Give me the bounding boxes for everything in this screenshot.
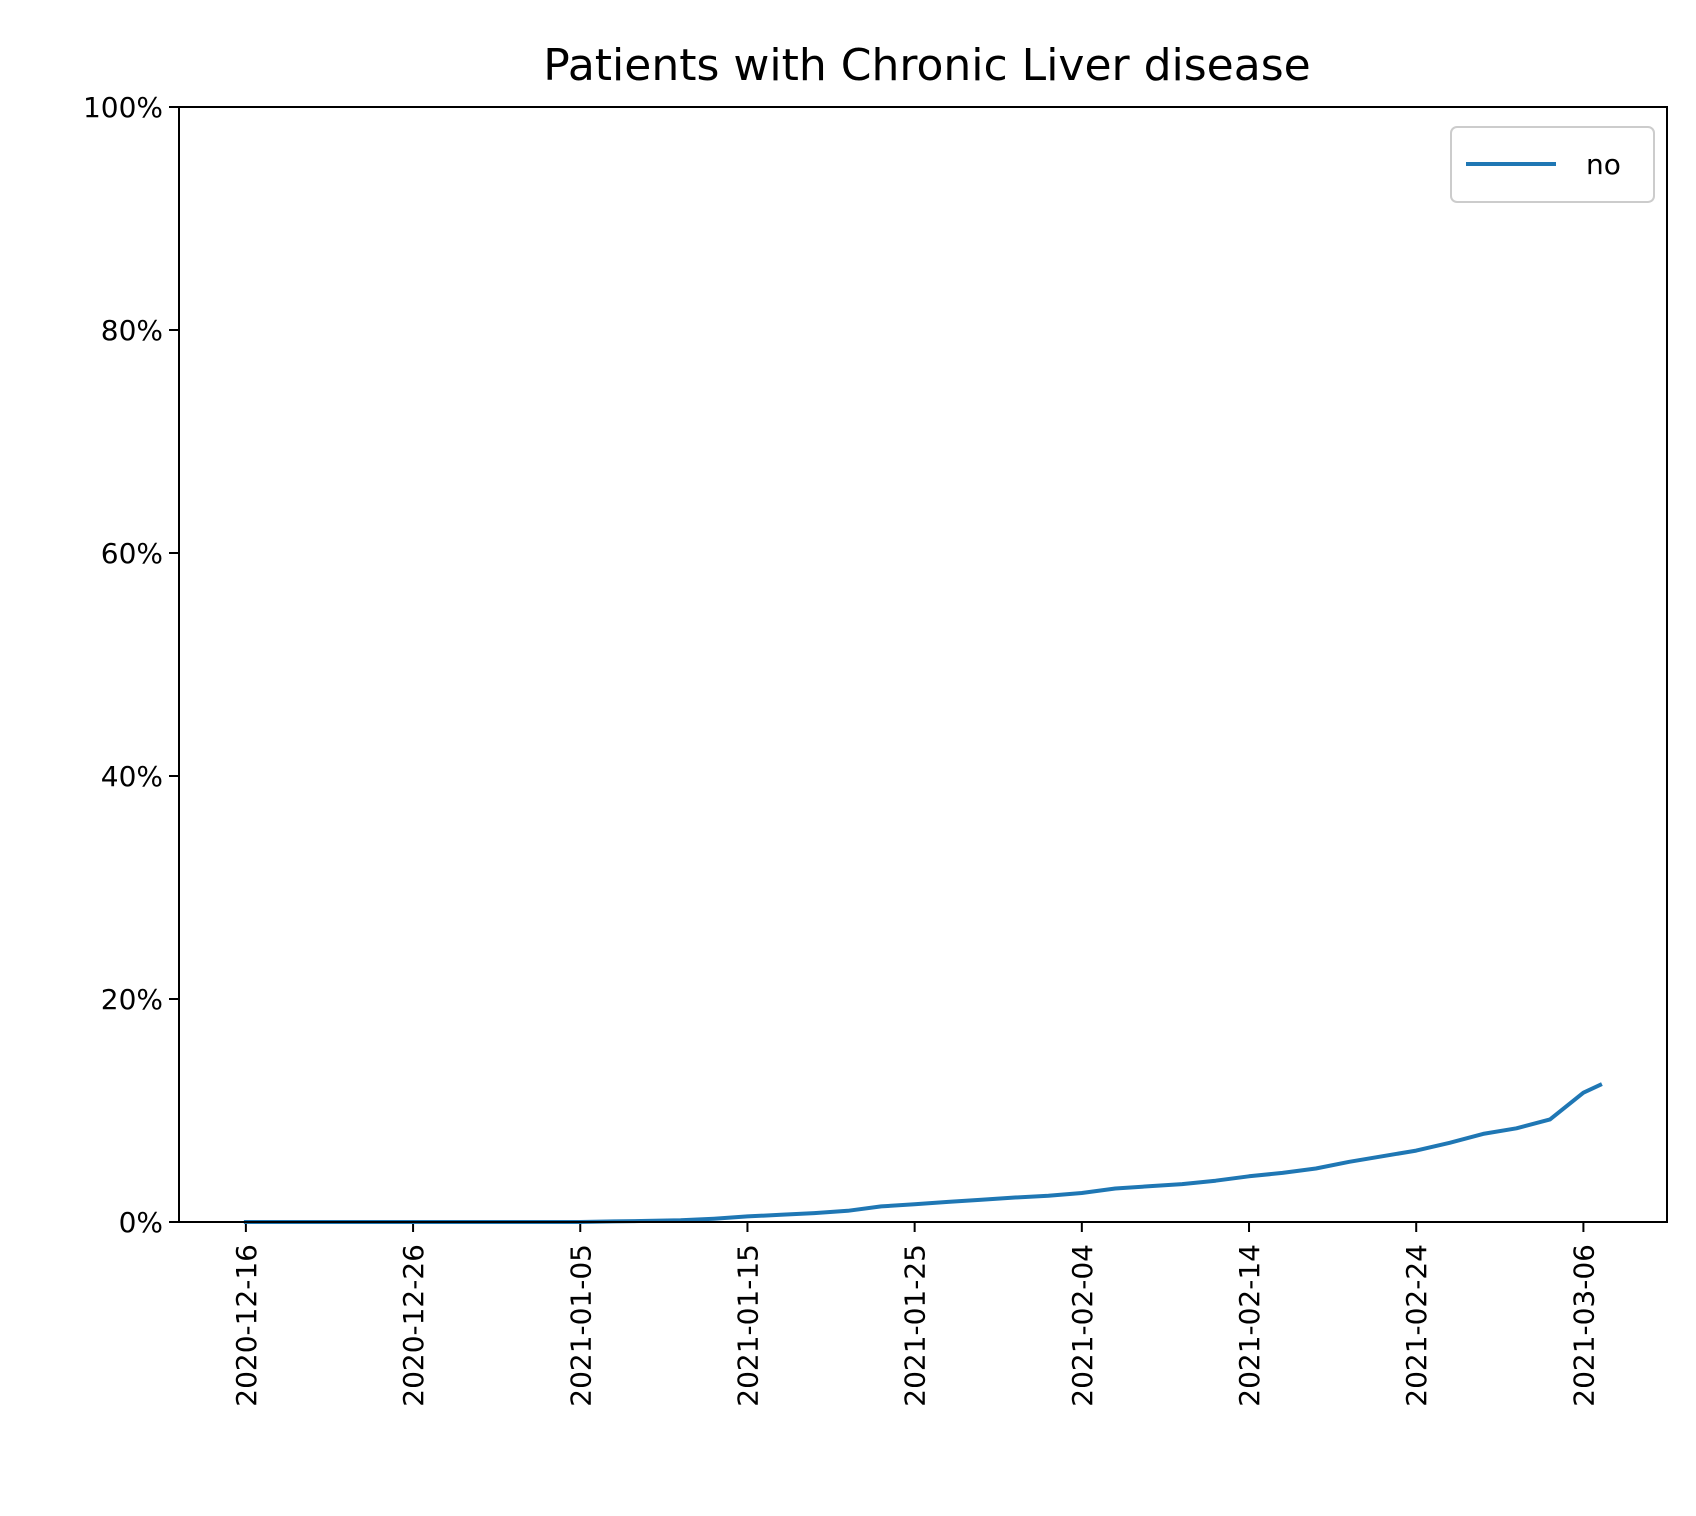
x-tick-label: 2021-02-24 <box>1400 1244 1433 1407</box>
y-tick-label: 40% <box>101 760 163 793</box>
x-tick-label: 2021-01-05 <box>564 1244 597 1407</box>
chart-title: Patients with Chronic Liver disease <box>543 40 1310 91</box>
x-tick-label: 2021-02-04 <box>1066 1244 1099 1407</box>
y-tick-label: 20% <box>101 983 163 1016</box>
y-tick-label: 100% <box>83 91 163 124</box>
x-axis: 2020-12-16 2020-12-26 2021-01-05 2021-01-15… <box>230 1222 1600 1407</box>
legend-label-no: no <box>1586 148 1621 181</box>
x-tick-label: 2021-01-25 <box>899 1244 932 1407</box>
x-tick-label: 2021-01-15 <box>731 1244 764 1407</box>
legend: no <box>1450 126 1655 203</box>
y-tick-label: 60% <box>101 537 163 570</box>
x-tick-label: 2021-02-14 <box>1233 1244 1266 1407</box>
x-tick-label: 2020-12-26 <box>397 1244 430 1407</box>
y-tick-label: 0% <box>119 1206 163 1239</box>
x-tick-label: 2021-03-06 <box>1567 1244 1600 1407</box>
plot-frame <box>178 106 1668 1223</box>
y-tick-label: 80% <box>101 314 163 347</box>
plot-area <box>179 107 1667 1222</box>
x-tick-label: 2020-12-16 <box>230 1244 263 1407</box>
y-axis: 0% 20% 40% 60% 80% 100% <box>83 91 179 1239</box>
